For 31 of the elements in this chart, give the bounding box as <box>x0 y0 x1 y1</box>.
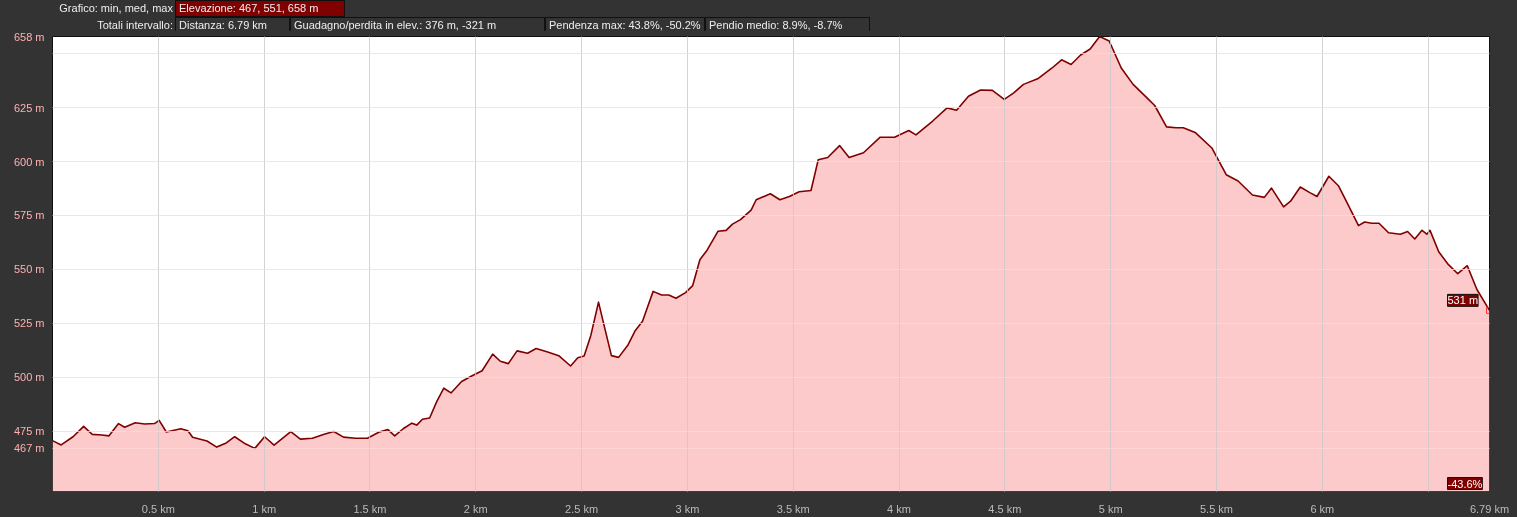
text: Grafico: min, med, max <box>58 1 174 16</box>
y-tick-label: 625 m <box>13 101 45 114</box>
text: Totali intervallo: <box>97 19 173 31</box>
y-tick-label: 475 m <box>13 425 45 438</box>
y-tick-label: 600 m <box>13 155 45 168</box>
annotation: -43.6% <box>1447 477 1483 490</box>
x-tick-label: 4.5 km <box>988 502 1022 515</box>
x-tick-label: 2 km <box>463 502 488 515</box>
y-tick-label: 525 m <box>13 317 45 330</box>
x-tick-label: 2.5 km <box>565 502 599 515</box>
y-tick-label: 550 m <box>13 263 45 276</box>
text: Guadagno/perdita in elev.: 376 m, -321 m <box>290 17 545 34</box>
y-tick-label: 658 m <box>13 30 45 43</box>
x-tick-label: 6 km <box>1310 502 1335 515</box>
text: Distanza: 6.79 km <box>175 17 290 34</box>
x-tick-label: 0.5 km <box>141 502 175 515</box>
y-tick-label: 467 m <box>13 442 45 455</box>
x-tick-label: 6.79 km <box>1469 502 1510 515</box>
x-tick-label: 1 km <box>252 502 277 515</box>
text: Pendio medio: 8.9%, -8.7% <box>705 17 870 34</box>
y-tick-label: 575 m <box>13 209 45 222</box>
x-tick-label: 5.5 km <box>1199 502 1233 515</box>
x-tick-label: 1.5 km <box>353 502 387 515</box>
annotation: 531 m <box>1447 294 1479 307</box>
text: Elevazione: 467, 551, 658 m <box>175 0 345 17</box>
x-tick-label: 3.5 km <box>776 502 810 515</box>
x-tick-label: 5 km <box>1098 502 1123 515</box>
y-tick-label: 500 m <box>13 371 45 384</box>
text: Pendenza max: 43.8%, -50.2% <box>545 17 705 34</box>
x-tick-label: 4 km <box>887 502 911 515</box>
x-tick-label: 3 km <box>675 502 700 515</box>
